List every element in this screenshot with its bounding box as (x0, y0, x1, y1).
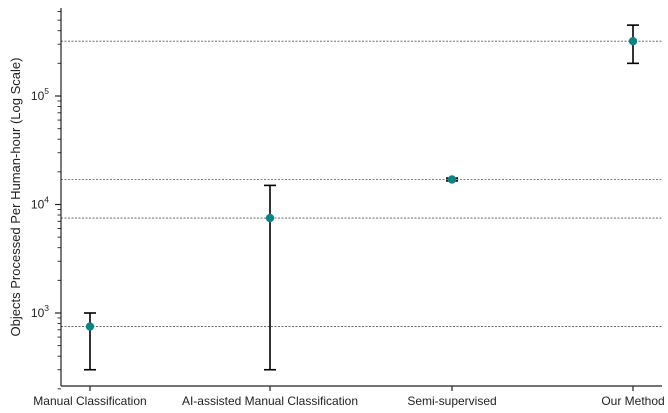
reference-lines (61, 40, 662, 327)
x-tick-label: Semi-supervised (407, 394, 496, 408)
axes (60, 8, 662, 387)
y-tick-label: 104 (31, 195, 49, 212)
x-tick-label: Manual Classification (33, 394, 146, 408)
y-axis-label: Objects Processed Per Human-hour (Log Sc… (8, 58, 23, 337)
y-tick-label: 105 (31, 86, 49, 103)
x-tick-label: AI-assisted Manual Classification (182, 394, 358, 408)
data-point (628, 36, 638, 46)
data-points (85, 36, 638, 331)
data-point (265, 213, 275, 223)
data-point (447, 175, 457, 184)
x-tick-label: Our Method (601, 394, 664, 408)
y-axis-ticks: 103 104 105 (31, 11, 61, 390)
x-axis-ticks: Manual Classification AI-assisted Manual … (33, 386, 665, 408)
error-bars (84, 24, 639, 371)
y-tick-label: 103 (31, 303, 49, 320)
data-point (85, 322, 95, 331)
